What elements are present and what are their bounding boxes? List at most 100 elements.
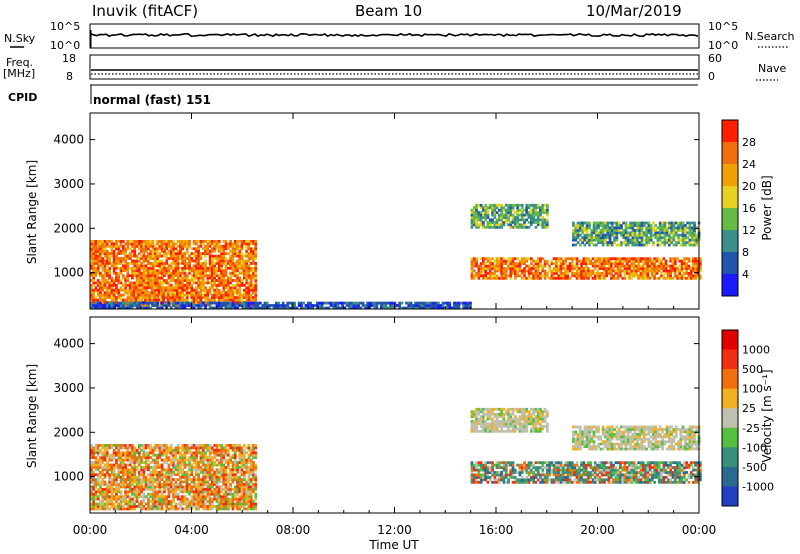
power-cell — [247, 274, 251, 277]
velocity-cell — [128, 505, 132, 508]
power-cell — [536, 274, 540, 278]
velocity-cell — [217, 448, 221, 452]
power-cell — [90, 306, 93, 310]
power-cell — [446, 301, 449, 305]
velocity-cell — [163, 487, 166, 491]
power-cell — [179, 298, 182, 302]
velocity-cell — [106, 492, 109, 496]
power-cell — [128, 286, 132, 290]
power-cell — [601, 229, 605, 232]
power-cell — [224, 262, 228, 265]
power-cell — [151, 301, 155, 305]
velocity-cell — [153, 468, 157, 472]
velocity-cell — [99, 505, 102, 508]
power-cell — [687, 264, 691, 268]
velocity-cell — [147, 444, 150, 447]
power-cell — [131, 262, 134, 265]
power-cell — [220, 296, 223, 299]
power-cell — [562, 272, 565, 275]
power-cell — [593, 272, 597, 275]
power-cell — [609, 276, 613, 280]
velocity-cell — [108, 473, 111, 477]
power-cell — [681, 231, 685, 235]
velocity-cell — [201, 505, 205, 508]
power-cell — [140, 298, 143, 302]
power-cell — [665, 241, 669, 244]
power-cell — [677, 236, 680, 240]
power-cell — [90, 286, 93, 290]
power-cell — [240, 269, 244, 273]
power-cell — [681, 243, 685, 247]
velocity-cell — [153, 492, 157, 496]
power-cell — [590, 233, 594, 237]
velocity-cell — [160, 444, 164, 447]
power-cell — [352, 306, 356, 310]
power-cell — [598, 274, 602, 278]
power-cell — [231, 283, 235, 287]
power-cell — [584, 269, 588, 273]
power-cell — [620, 243, 623, 247]
power-cell — [583, 238, 587, 242]
power-cell — [233, 247, 237, 251]
power-cell — [231, 242, 235, 246]
velocity-cell — [126, 500, 130, 503]
power-cell — [163, 281, 166, 285]
power-cell — [252, 240, 255, 243]
power-cell — [680, 259, 684, 263]
power-cell — [131, 244, 134, 248]
power-cell — [661, 236, 664, 240]
power-cell — [516, 221, 519, 224]
velocity-cell — [195, 458, 198, 462]
power-cell — [580, 276, 583, 280]
velocity-cell — [144, 485, 148, 489]
power-cell — [543, 218, 547, 222]
power-cell — [523, 257, 526, 261]
velocity-cell — [220, 456, 223, 459]
power-cell — [110, 291, 114, 295]
velocity-cell — [140, 502, 143, 506]
power-cell — [227, 306, 230, 310]
velocity-cell — [158, 478, 162, 481]
velocity-cell — [167, 458, 171, 462]
velocity-cell — [169, 446, 173, 450]
velocity-cell — [149, 505, 153, 508]
power-cell — [462, 301, 465, 305]
power-cell — [658, 243, 662, 247]
power-cell — [181, 271, 184, 275]
power-cell — [112, 271, 116, 275]
power-cell — [96, 262, 100, 265]
power-cell — [637, 269, 640, 273]
velocity-cell — [197, 487, 200, 491]
power-cell — [162, 286, 165, 290]
power-cell — [179, 281, 182, 285]
power-colorbar-tick-label: 24 — [742, 158, 756, 171]
power-cell — [479, 216, 483, 219]
velocity-cell — [183, 507, 187, 511]
power-cell — [679, 238, 683, 242]
power-cell — [629, 241, 632, 244]
power-cell — [286, 306, 290, 310]
power-cell — [520, 203, 524, 207]
power-cell — [240, 281, 244, 285]
power-cell — [334, 301, 338, 305]
power-cell — [110, 296, 114, 299]
power-cell — [470, 218, 474, 222]
power-cell — [128, 304, 132, 307]
power-cell — [195, 242, 198, 246]
velocity-cell — [147, 492, 150, 496]
velocity-cell — [167, 502, 171, 506]
power-cell — [236, 264, 239, 268]
velocity-cell — [204, 490, 207, 494]
power-cell — [300, 306, 303, 310]
velocity-cell — [153, 505, 157, 508]
power-cell — [651, 264, 654, 268]
power-cell — [147, 254, 150, 258]
velocity-cell — [176, 448, 180, 452]
power-cell — [672, 221, 676, 225]
power-cell — [162, 293, 165, 297]
velocity-cell — [131, 451, 134, 455]
velocity-cell — [172, 470, 175, 474]
power-cell — [195, 259, 198, 263]
power-cell — [101, 276, 105, 280]
